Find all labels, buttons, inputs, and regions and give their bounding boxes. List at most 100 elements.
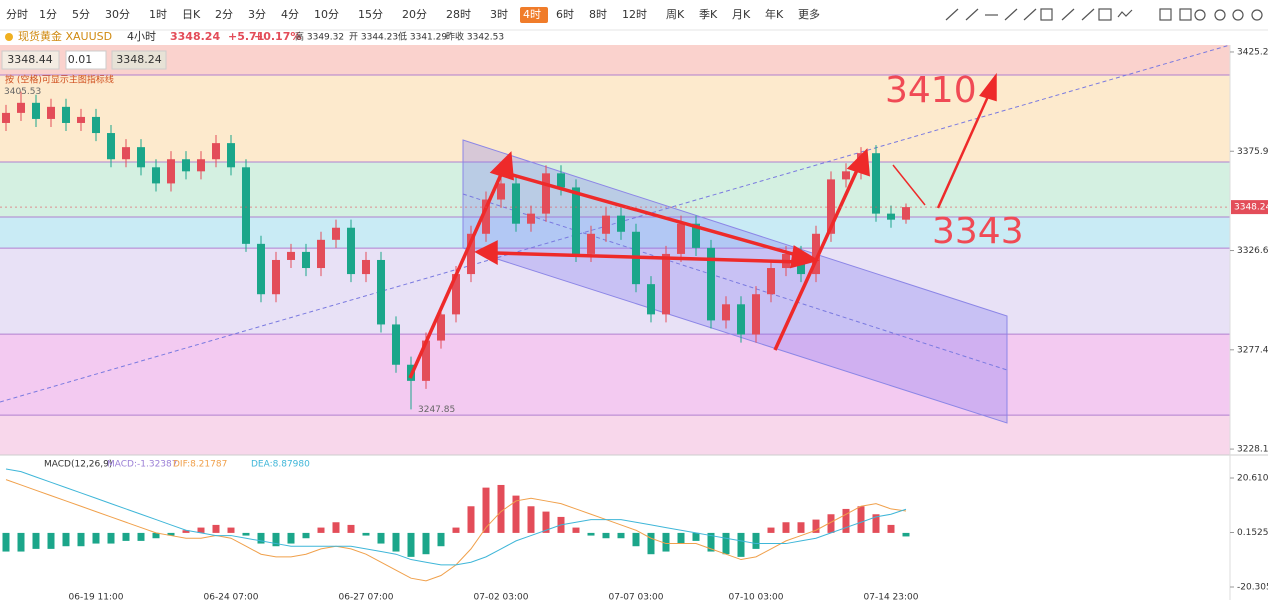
timeframe-tab[interactable]: 20分 — [402, 8, 427, 21]
y-tick-label: 3228.14 — [1237, 445, 1268, 455]
candle-body — [692, 223, 700, 248]
timeframe-tab[interactable]: 分时 — [6, 8, 28, 21]
arrows — [408, 72, 997, 379]
timeframe-tab[interactable]: 月K — [732, 8, 751, 21]
candle-body — [182, 159, 190, 172]
macd-bar — [857, 506, 865, 533]
candle-body — [722, 304, 730, 321]
macd-bar — [632, 532, 640, 547]
timeframe-tab[interactable]: 更多 — [798, 7, 820, 21]
candle-body — [677, 223, 685, 254]
macd-bar — [407, 532, 415, 557]
candle-body — [662, 253, 670, 315]
timeframe-tab[interactable]: 4时 — [523, 8, 541, 21]
x-tick-label: 07-14 23:00 — [864, 593, 919, 603]
legend-entry: DEA:8.87980 — [251, 460, 310, 470]
timeframe-tab[interactable]: 30分 — [105, 8, 130, 21]
box[interactable] — [1, 50, 60, 70]
y-tick-label: 3375.96 — [1237, 147, 1268, 157]
candle-body — [467, 233, 475, 275]
box-text: 3348.24 — [116, 53, 162, 66]
fib-band — [0, 415, 1230, 455]
drawing-tools[interactable] — [945, 8, 1263, 21]
macd-bar — [782, 522, 790, 533]
macd-bar — [122, 532, 130, 541]
timeframe-tab[interactable]: 1时 — [149, 8, 167, 21]
timeframe-tab[interactable]: 5分 — [72, 8, 90, 21]
candle-body — [2, 112, 10, 123]
macd-bar — [212, 524, 220, 533]
candle-body — [92, 116, 100, 134]
candle-body — [737, 304, 745, 335]
macd-bar — [377, 532, 385, 544]
timeframe-tab[interactable]: 28时 — [446, 8, 471, 21]
macd-bar — [257, 532, 265, 544]
macd-bar — [167, 532, 175, 536]
candle-body — [197, 159, 205, 172]
macd-bar — [617, 532, 625, 539]
macd-bar — [872, 514, 880, 533]
timeframe-tab[interactable]: 3时 — [490, 8, 508, 21]
interval: 4小时 — [127, 30, 156, 43]
hint: 按 (空格)可显示主图指标线 — [5, 74, 114, 86]
symbol[interactable]: 现货黄金 XAUUSD — [18, 29, 112, 43]
macd-bar — [707, 532, 715, 552]
candle-body — [317, 239, 325, 269]
target-label: 3343 — [932, 211, 1024, 252]
macd-bar — [47, 532, 55, 549]
box[interactable] — [111, 50, 167, 70]
high-marker: 3405.53 — [4, 87, 41, 97]
candle-body — [212, 143, 220, 160]
candle-body — [47, 106, 55, 119]
timeframe-tab[interactable]: 2分 — [215, 8, 233, 21]
macd-bar — [347, 524, 355, 533]
timeframe-tab[interactable]: 年K — [765, 7, 784, 21]
macd-bar — [602, 532, 610, 539]
macd-bar — [362, 532, 370, 536]
macd-bar — [287, 532, 295, 544]
candle-body — [17, 102, 25, 113]
candle-body — [557, 173, 565, 188]
last-price-tag — [1231, 200, 1268, 215]
timeframe-tab[interactable]: 10分 — [314, 8, 339, 21]
timeframe-tab[interactable]: 15分 — [358, 8, 383, 21]
macd-bar — [107, 532, 115, 544]
symbol-icon — [5, 33, 13, 41]
timeframe-tab[interactable]: 6时 — [556, 8, 574, 21]
toolbar — [0, 0, 1268, 30]
timeframe-tab[interactable]: 季K — [699, 8, 718, 21]
macd-bar — [467, 506, 475, 533]
macd-bar — [677, 532, 685, 544]
macd-bar — [512, 495, 520, 533]
macd-bar — [227, 527, 235, 533]
candle-body — [812, 233, 820, 275]
candle-body — [152, 167, 160, 184]
tab-selected — [520, 7, 548, 23]
macd-bar — [2, 532, 10, 552]
candle-body — [287, 251, 295, 260]
timeframe-tab[interactable]: 3分 — [248, 8, 266, 21]
timeframe-tab[interactable]: 4分 — [281, 8, 299, 21]
candle-body — [272, 259, 280, 295]
timeframe-tab[interactable]: 12时 — [622, 8, 647, 21]
candle-body — [887, 213, 895, 220]
channel-mid — [462, 193, 1008, 371]
candle-body — [587, 233, 595, 254]
timeframe-tab[interactable]: 1分 — [39, 8, 57, 21]
candle-body — [617, 215, 625, 232]
timeframe-tab[interactable]: 8时 — [589, 8, 607, 21]
macd-bar — [902, 532, 910, 537]
candle-body — [872, 153, 880, 214]
macd-bar — [692, 532, 700, 541]
candle-body — [452, 274, 460, 315]
high: 高 3349.32 — [295, 31, 344, 43]
fib-band — [0, 75, 1230, 163]
fib-band — [0, 217, 1230, 249]
timeframe-tab[interactable]: 日K — [182, 8, 201, 21]
timeframe-tab[interactable]: 周K — [666, 8, 685, 21]
y-tick-label: 3326.69 — [1237, 246, 1268, 256]
macd-bar — [92, 532, 100, 544]
fib-band — [0, 45, 1230, 76]
macd-bar — [722, 532, 730, 555]
box[interactable] — [65, 50, 107, 70]
